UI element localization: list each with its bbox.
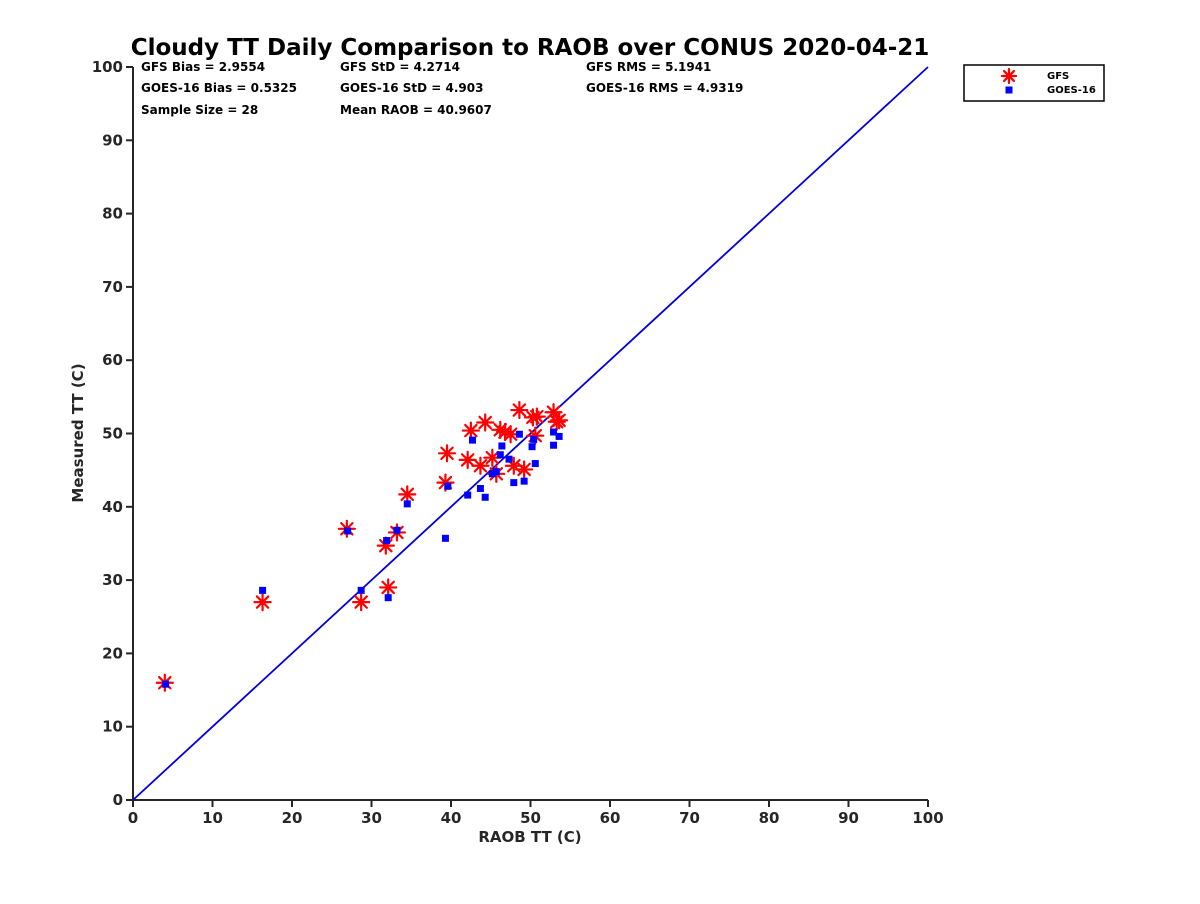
gfs-point	[476, 413, 495, 432]
gfs-point	[550, 411, 569, 430]
goes-16-point	[403, 500, 411, 508]
gfs-point	[437, 444, 457, 463]
goes-16-point	[488, 470, 496, 478]
x-tick-label: 60	[600, 809, 621, 827]
y-axis-ticks: 0 10 20 30 40 50 60 70 80 90 100	[92, 58, 133, 809]
y-tick-label: 50	[102, 425, 123, 443]
gfs-point	[436, 473, 455, 492]
stat-text: GFS Bias = 2.9554	[141, 60, 265, 74]
stat-text: GFS StD = 4.2714	[340, 60, 460, 74]
y-tick-label: 20	[102, 644, 123, 662]
goes-16-point	[510, 479, 518, 487]
goes-16-point	[384, 594, 392, 602]
gfs-point	[461, 421, 480, 440]
y-tick-label: 100	[92, 58, 123, 76]
goes-16-point	[528, 443, 536, 451]
x-tick-label: 20	[282, 809, 303, 827]
stats-block: GFS Bias = 2.9554 GFS StD = 4.2714 GFS RMS…	[141, 60, 743, 117]
series-gfs	[155, 400, 569, 692]
stat-text: Sample Size = 28	[141, 103, 258, 117]
goes-16-point	[555, 432, 563, 440]
gfs-point	[527, 407, 546, 426]
y-tick-label: 40	[102, 498, 123, 516]
stat-text: GOES-16 RMS = 4.9319	[586, 81, 743, 95]
y-axis-label: Measured TT (C)	[69, 363, 87, 502]
goes-16-point	[492, 468, 500, 476]
legend-gfs-label: GFS	[1047, 71, 1069, 82]
x-axis-ticks: 0 10 20 30 40 50 60 70 80 90 100	[128, 800, 944, 827]
series-goes-16	[162, 428, 563, 688]
legend-goes-16-marker	[1005, 86, 1013, 94]
goes-16-point	[550, 428, 558, 436]
goes-16-point	[496, 451, 504, 459]
y-tick-label: 0	[113, 791, 123, 809]
goes-16-point	[383, 537, 391, 545]
goes-16-point	[344, 527, 352, 535]
x-tick-label: 70	[679, 809, 700, 827]
goes-16-point	[476, 484, 484, 492]
y-tick-label: 90	[102, 131, 123, 149]
legend-goes-16-label: GOES-16	[1047, 85, 1096, 96]
x-tick-label: 50	[520, 809, 541, 827]
reference-line-1to1	[132, 66, 929, 801]
gfs-point	[379, 578, 398, 597]
goes-16-point	[468, 436, 476, 444]
y-tick-label: 30	[102, 571, 123, 589]
goes-16-point	[515, 430, 523, 438]
goes-16-point	[481, 493, 489, 501]
x-tick-label: 90	[838, 809, 859, 827]
goes-16-point	[550, 441, 558, 449]
goes-16-point	[530, 435, 538, 443]
goes-16-point	[357, 586, 365, 594]
goes-16-point	[531, 460, 539, 468]
x-tick-label: 40	[441, 809, 462, 827]
goes-16-point	[162, 680, 170, 688]
legend: GFS GOES-16	[963, 64, 1105, 102]
gfs-point	[515, 460, 534, 479]
goes-16-point	[393, 526, 401, 534]
y-tick-label: 10	[102, 718, 123, 736]
gfs-point	[352, 592, 371, 612]
gfs-point	[471, 456, 490, 475]
gfs-point	[398, 485, 417, 504]
stat-text: GFS RMS = 5.1941	[586, 60, 711, 74]
stat-text: Mean RAOB = 40.9607	[340, 103, 492, 117]
goes-16-point	[259, 586, 267, 594]
legend-box	[963, 64, 1105, 102]
y-tick-label: 60	[102, 351, 123, 369]
gfs-point	[510, 400, 529, 420]
y-tick-label: 80	[102, 205, 123, 223]
x-tick-label: 80	[759, 809, 780, 827]
goes-16-point	[498, 442, 506, 450]
goes-16-point	[441, 534, 449, 542]
x-tick-label: 30	[361, 809, 382, 827]
goes-16-point	[520, 477, 528, 485]
gfs-point	[458, 450, 477, 469]
goes-16-point	[444, 482, 452, 490]
chart-title: Cloudy TT Daily Comparison to RAOB over …	[131, 35, 930, 61]
goes-16-point	[505, 455, 513, 463]
y-tick-label: 70	[102, 278, 123, 296]
legend-gfs-marker	[1000, 67, 1018, 85]
x-tick-label: 0	[128, 809, 138, 827]
x-tick-label: 10	[202, 809, 223, 827]
stat-text: GOES-16 Bias = 0.5325	[141, 81, 297, 95]
goes-16-point	[464, 491, 472, 499]
gfs-point	[253, 592, 272, 612]
stat-text: GOES-16 StD = 4.903	[340, 81, 483, 95]
x-tick-label: 100	[912, 809, 943, 827]
x-axis-label: RAOB TT (C)	[478, 828, 581, 846]
